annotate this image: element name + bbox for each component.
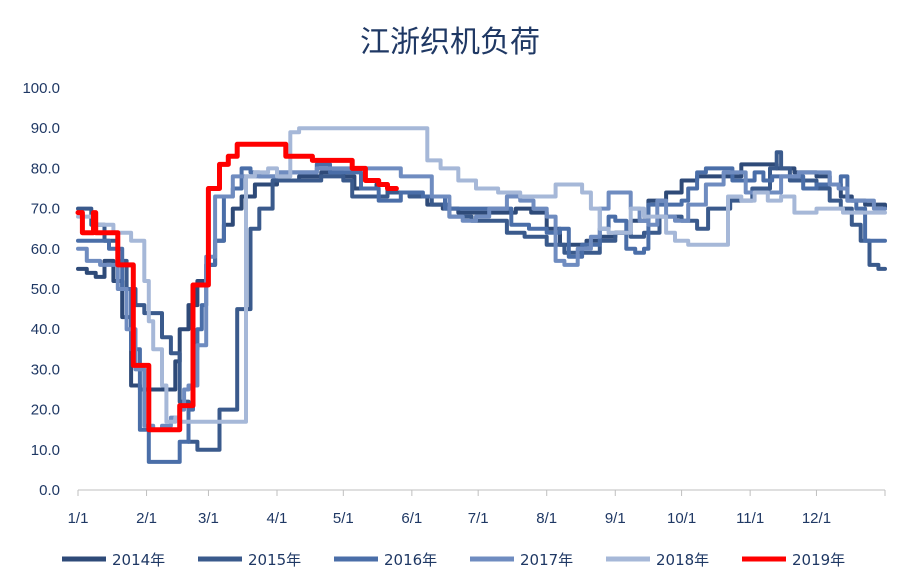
y-tick-label: 70.0 [31,201,60,218]
legend-label: 2015年 [248,551,301,569]
legend-item: 2016年 [334,551,437,569]
y-tick-label: 30.0 [31,361,60,378]
x-tick-label: 5/1 [333,510,354,527]
x-tick-label: 10/1 [667,510,696,527]
legend-label: 2014年 [112,551,165,569]
legend-item: 2018年 [606,551,709,569]
y-tick-label: 80.0 [31,160,60,177]
y-tick-label: 90.0 [31,120,60,137]
series-layer [75,126,887,464]
y-tick-label: 60.0 [31,241,60,258]
x-tick-label: 8/1 [536,510,557,527]
series-line-4 [76,126,887,424]
x-tick-label: 7/1 [468,510,489,527]
series-line-5 [75,141,399,433]
x-tick-label: 11/1 [736,510,764,527]
y-tick-label: 50.0 [31,281,60,298]
legend: 2014年 2015年 2016年 2017年 2018年 2019年 [62,551,845,569]
legend-label: 2016年 [384,551,437,569]
legend-label: 2018年 [656,551,709,569]
legend-label: 2017年 [520,551,573,569]
x-tick-label: 2/1 [136,510,157,527]
legend-label: 2019年 [792,551,845,569]
legend-item: 2014年 [62,551,165,569]
y-tick-label: 20.0 [31,402,60,419]
x-tick-label: 6/1 [401,510,422,527]
legend-item: 2017年 [470,551,573,569]
legend-item: 2015年 [198,551,301,569]
x-axis: 1/1 2/1 3/1 4/1 5/1 6/1 7/1 8/1 9/1 10/1 11/1 12/1 [68,489,886,527]
x-tick-label: 4/1 [267,510,288,527]
series-line-2 [76,162,887,464]
y-tick-label: 40.0 [31,321,60,338]
chart-title: 江浙织机负荷 [360,25,540,60]
x-tick-label: 3/1 [198,510,219,527]
x-tick-label: 12/1 [802,510,831,527]
y-tick-label: 0.0 [39,482,60,499]
y-axis: 0.0 10.0 20.0 30.0 40.0 50.0 60.0 70.0 80.0 90.0 1… [22,80,60,499]
y-tick-label: 10.0 [31,442,60,459]
x-tick-label: 1/1 [68,510,89,527]
y-tick-label: 100.0 [22,80,60,97]
legend-item: 2019年 [742,551,845,569]
x-tick-label: 9/1 [605,510,626,527]
